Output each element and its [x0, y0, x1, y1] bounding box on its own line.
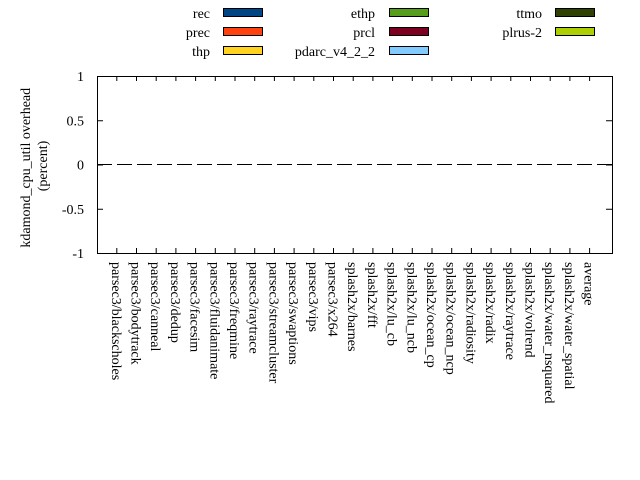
legend-label: prcl [353, 26, 375, 41]
legend-label: ethp [351, 7, 375, 22]
plot-border [97, 76, 613, 254]
x-tick-label: parsec3/bodytrack [128, 262, 143, 365]
legend-item: rec [193, 7, 263, 22]
x-tick-label: splash2x/ocean_ncp [443, 262, 458, 375]
x-tick-label: splash2x/lu_cb [384, 262, 399, 346]
legend-swatch [555, 27, 595, 36]
y-tick-label: 1 [77, 70, 84, 85]
x-tick-label: splash2x/radix [482, 262, 497, 344]
x-tick-label: splash2x/ocean_cp [423, 262, 438, 368]
x-tick-label: parsec3/swaptions [285, 262, 300, 365]
x-tick-label: splash2x/water_spatial [561, 262, 576, 390]
legend-label: prec [186, 26, 210, 41]
x-tick-label: parsec3/vips [305, 262, 320, 332]
x-tick-label: parsec3/x264 [325, 262, 340, 337]
x-tick-label: parsec3/streamcluster [265, 262, 280, 384]
x-tick-label: parsec3/raytrace [246, 262, 261, 354]
x-tick-label: splash2x/volrend [522, 262, 537, 358]
legend: rec prec thp ethp prcl pdarc_v4_2_2 ttmo plrus-… [186, 7, 595, 60]
y-axis-label: kdamond_cpu_util overhead (percent) [19, 84, 51, 247]
x-tick-label: splash2x/raytrace [502, 262, 517, 360]
legend-swatch [223, 46, 263, 55]
x-tick-label: average [581, 262, 596, 306]
legend-item: prec [186, 26, 263, 41]
legend-item: ttmo [516, 7, 595, 22]
y-axis-label-line2: (percent) [36, 140, 51, 191]
x-tick-label: splash2x/fft [364, 262, 379, 328]
x-tick-label: parsec3/canneal [147, 262, 162, 351]
legend-item: prcl [353, 26, 429, 41]
legend-label: pdarc_v4_2_2 [295, 45, 375, 60]
legend-swatch [555, 8, 595, 17]
y-axis-label-line1: kdamond_cpu_util overhead [19, 88, 34, 248]
legend-swatch [389, 27, 429, 36]
y-tick-label: 0.5 [67, 114, 85, 129]
x-tick-labels: parsec3/blackscholes parsec3/bodytrack par… [108, 262, 596, 404]
legend-item: thp [192, 45, 263, 60]
y-tick-label: 0 [77, 159, 84, 174]
x-tick-label: parsec3/freqmine [226, 262, 241, 359]
legend-item: ethp [351, 7, 429, 22]
x-tick-label: parsec3/dedup [167, 262, 182, 343]
y-tick-label: -0.5 [62, 203, 84, 218]
legend-label: thp [192, 45, 210, 60]
x-tick-label: parsec3/facesim [187, 262, 202, 352]
legend-item: plrus-2 [502, 26, 595, 41]
legend-swatch [389, 8, 429, 17]
legend-label: ttmo [516, 7, 542, 22]
legend-swatch [389, 46, 429, 55]
x-tick-label: parsec3/fluidanimate [206, 262, 221, 379]
x-tick-label: splash2x/lu_ncb [403, 262, 418, 353]
legend-item: pdarc_v4_2_2 [295, 45, 429, 60]
legend-label: rec [193, 7, 210, 22]
legend-swatch [223, 27, 263, 36]
x-tick-label: splash2x/barnes [344, 262, 359, 351]
legend-label: plrus-2 [502, 26, 542, 41]
legend-swatch [223, 8, 263, 17]
y-tick-label: -1 [72, 247, 84, 262]
x-tick-label: splash2x/radiosity [462, 262, 477, 364]
x-tick-label: splash2x/water_nsquared [541, 262, 556, 404]
x-tick-label: parsec3/blackscholes [108, 262, 123, 380]
axes: 1 0.5 0 -0.5 -1 [62, 70, 612, 262]
